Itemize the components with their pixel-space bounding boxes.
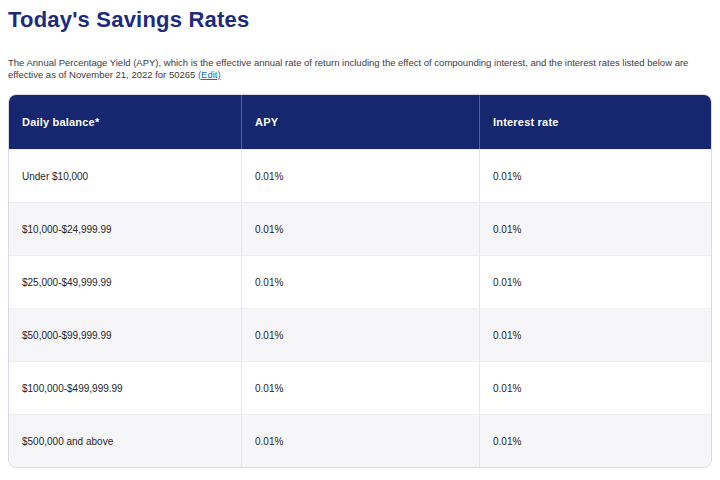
balance-cell: $500,000 and above [9,415,241,467]
apy-cell: 0.01% [241,309,479,361]
edit-zipcode-link[interactable]: (Edit) [198,69,221,80]
column-header-interest-rate: Interest rate [479,95,711,149]
interest-rate-cell: 0.01% [479,415,711,467]
balance-cell: $100,000-$499,999.99 [9,362,241,414]
column-header-daily-balance: Daily balance* [9,95,241,149]
interest-rate-cell: 0.01% [479,256,711,308]
interest-rate-cell: 0.01% [479,362,711,414]
interest-rate-cell: 0.01% [479,309,711,361]
apy-cell: 0.01% [241,150,479,202]
balance-cell: $50,000-$99,999.99 [9,309,241,361]
savings-rates-table: Daily balance* APY Interest rate Under $… [8,94,712,468]
table-header-row: Daily balance* APY Interest rate [9,95,711,149]
apy-cell: 0.01% [241,362,479,414]
interest-rate-cell: 0.01% [479,203,711,255]
apy-cell: 0.01% [241,256,479,308]
table-row: Under $10,000 0.01% 0.01% [9,149,711,202]
interest-rate-cell: 0.01% [479,150,711,202]
table-row: $100,000-$499,999.99 0.01% 0.01% [9,361,711,414]
rates-description-text: The Annual Percentage Yield (APY), which… [8,57,688,80]
rates-description: The Annual Percentage Yield (APY), which… [8,57,708,80]
table-row: $500,000 and above 0.01% 0.01% [9,414,711,467]
balance-cell: $25,000-$49,999.99 [9,256,241,308]
column-header-apy: APY [241,95,479,149]
balance-cell: Under $10,000 [9,150,241,202]
savings-rates-page: Today's Savings Rates The Annual Percent… [0,0,720,476]
table-row: $50,000-$99,999.99 0.01% 0.01% [9,308,711,361]
apy-cell: 0.01% [241,203,479,255]
apy-cell: 0.01% [241,415,479,467]
table-row: $10,000-$24,999.99 0.01% 0.01% [9,202,711,255]
balance-cell: $10,000-$24,999.99 [9,203,241,255]
table-row: $25,000-$49,999.99 0.01% 0.01% [9,255,711,308]
page-title: Today's Savings Rates [8,8,712,32]
